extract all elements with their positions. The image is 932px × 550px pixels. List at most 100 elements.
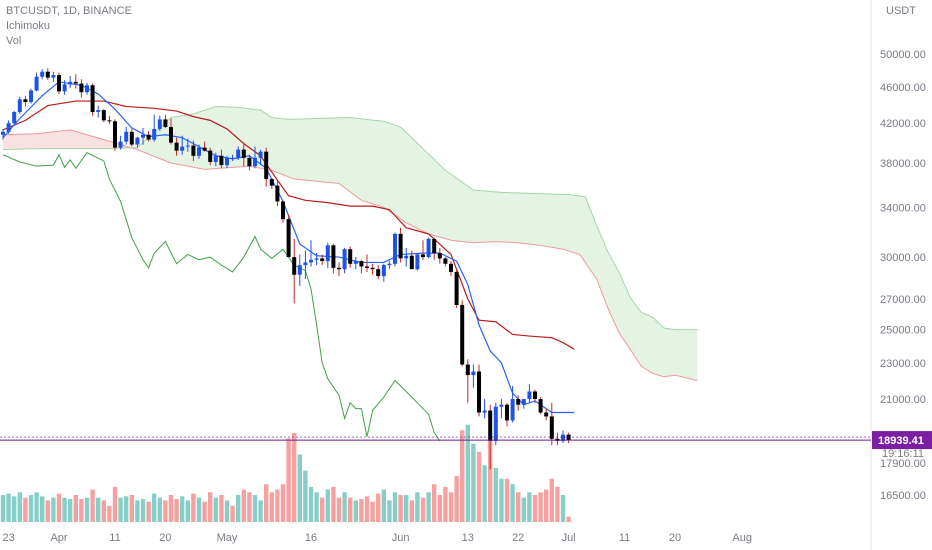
- candle-body: [185, 145, 190, 147]
- symbol-title[interactable]: BTCUSDT, 1D, BINANCE: [6, 5, 132, 17]
- cloud-segment: [165, 119, 169, 162]
- cloud-segment: [451, 174, 454, 241]
- candle-body: [309, 259, 313, 263]
- time-tick-label: Apr: [50, 532, 67, 544]
- cloud-segment: [507, 192, 510, 243]
- volume-bar: [62, 497, 67, 522]
- cloud-segment: [22, 134, 26, 150]
- candle-body: [421, 254, 425, 258]
- price-tick-label: 25000.00: [880, 325, 926, 337]
- volume-bar: [258, 500, 263, 522]
- cloud-segment: [389, 123, 393, 214]
- cloud-segment: [311, 118, 314, 181]
- volume-bar: [163, 500, 168, 522]
- cloud-segment: [563, 194, 566, 251]
- cloud-segment: [585, 196, 589, 267]
- cloud-segment: [173, 116, 177, 165]
- cloud-segment: [481, 190, 485, 243]
- volume-bar: [331, 486, 336, 522]
- cloud-segment: [355, 118, 359, 199]
- indicator-label-ichimoku[interactable]: Ichimoku: [6, 20, 51, 32]
- cloud-segment: [322, 118, 325, 183]
- cloud-segment: [176, 116, 180, 165]
- candle-body: [359, 261, 364, 267]
- cloud-segment: [372, 120, 376, 205]
- lagging-span-line: [2, 152, 441, 442]
- price-tick-label: 23000.00: [880, 358, 926, 370]
- volume-bar: [555, 486, 560, 522]
- cloud-segment: [308, 118, 311, 181]
- candle-body: [29, 90, 33, 102]
- cloud-segment: [271, 117, 275, 172]
- volume-bar: [353, 500, 358, 522]
- cloud-segment: [599, 231, 603, 294]
- candle-body: [163, 119, 168, 128]
- cloud-segment: [305, 118, 309, 181]
- cloud-segment: [67, 129, 71, 149]
- volume-bar: [308, 486, 314, 522]
- cloud-segment: [98, 137, 101, 149]
- candle-body: [258, 151, 263, 158]
- cloud-segment: [224, 106, 227, 168]
- cloud-segment: [333, 117, 337, 184]
- cloud-segment: [549, 193, 552, 248]
- candle-body: [505, 404, 509, 421]
- candle-body: [236, 149, 241, 158]
- volume-bar: [191, 493, 196, 522]
- candle-body: [135, 137, 140, 145]
- cloud-segment: [280, 118, 283, 175]
- candle-body: [141, 134, 145, 138]
- volume-bar: [40, 496, 45, 522]
- cloud-segment: [591, 210, 594, 275]
- volume-bar: [303, 470, 308, 522]
- indicator-label-volume[interactable]: Vol: [6, 35, 22, 47]
- cloud-segment: [378, 120, 381, 207]
- cloud-segment: [420, 145, 423, 232]
- cloud-segment: [316, 118, 320, 182]
- price-tick-label: 30000.00: [880, 252, 926, 264]
- cloud-segment: [672, 329, 675, 376]
- time-tick-label: 22: [512, 532, 524, 544]
- candle-body: [1, 131, 5, 135]
- candle-body: [314, 258, 319, 260]
- volume-bar: [202, 501, 207, 522]
- candle-body: [174, 142, 179, 151]
- candle-body: [370, 267, 375, 270]
- volume-bar: [45, 500, 50, 522]
- cloud-segment: [397, 126, 401, 219]
- cloud-segment: [627, 290, 631, 350]
- volume-bar: [146, 501, 151, 522]
- volume-bar: [426, 492, 431, 522]
- cloud-segment: [47, 132, 51, 149]
- candle-body: [454, 271, 459, 305]
- cloud-segment: [73, 130, 76, 149]
- candle-body: [275, 185, 280, 202]
- currency-label: USDT: [886, 5, 916, 17]
- time-axis[interactable]: 23 Apr 11 20 May 16 Jun 13 22 Jul 11 20 Aug: [2, 532, 752, 544]
- cloud-segment: [596, 225, 600, 286]
- cloud-segment: [283, 118, 286, 176]
- volume-bar: [17, 492, 22, 522]
- cloud-segment: [675, 329, 678, 376]
- time-tick-label: 11: [619, 532, 630, 544]
- cloud-segment: [336, 117, 339, 184]
- volume-bar: [292, 432, 297, 522]
- cloud-segment: [487, 191, 491, 242]
- conversion-line: [2, 81, 575, 414]
- volume-bar: [560, 495, 566, 522]
- price-axis[interactable]: 50000.00 46000.00 42000.00 38000.00 34000.00…: [872, 49, 932, 502]
- cloud-segment: [518, 192, 521, 244]
- volume-bar: [499, 478, 504, 522]
- volume-bar: [314, 492, 319, 522]
- cloud-segment: [467, 186, 471, 243]
- volume-bar: [224, 500, 230, 522]
- candle-body: [426, 238, 431, 258]
- cloud-segment: [339, 117, 342, 186]
- candle-body: [23, 99, 28, 102]
- cloud-segment: [313, 118, 317, 182]
- cloud-segment: [84, 133, 87, 149]
- cloud-segment: [543, 193, 547, 247]
- volume-bar: [527, 492, 532, 522]
- cloud-segment: [302, 118, 306, 181]
